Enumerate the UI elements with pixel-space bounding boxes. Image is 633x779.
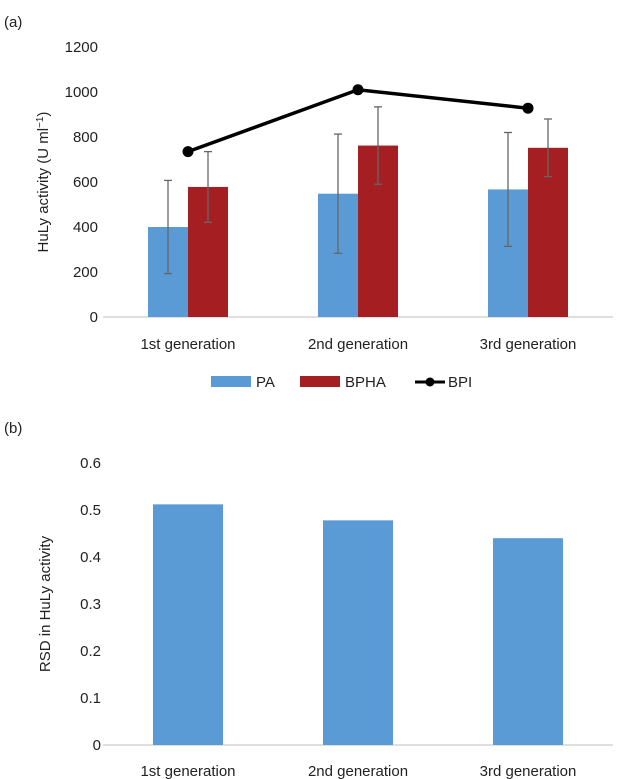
panel-a-y-ticks: 0 200 400 600 800 1000 1200 [65,39,98,326]
panel-a-error-bars [164,106,552,275]
panel-b-chart: (b) 0 0.1 0.2 0.3 0.4 0.5 0.6 RSD in HuLy acti… [4,420,613,779]
panel-a-y-tick-label: 400 [73,219,98,236]
panel-b-y-tick-label: 0.3 [80,596,101,613]
panel-b-x-tick-label: 2nd generation [308,763,408,779]
panel-a-y-tick-label: 0 [90,309,98,326]
legend-label-bpha: BPHA [345,374,386,391]
panel-b-bar-3 [493,538,563,745]
panel-a-y-tick-label: 1200 [65,39,98,56]
legend-swatch-bpha [300,376,340,387]
panel-a-chart: (a) 0 200 400 600 800 1000 1200 HuLy activity … [4,14,613,391]
panel-b-y-tick-label: 0.2 [80,643,101,660]
panel-a-y-tick-label: 800 [73,129,98,146]
panel-b-y-tick-label: 0.5 [80,502,101,519]
panel-a-y-axis-title-end: ) [35,112,52,117]
panel-a-bpi-point [352,84,364,96]
panel-b-y-tick-label: 0.1 [80,690,101,707]
panel-a-bpi-point [182,146,194,158]
panel-b-label: (b) [4,420,22,437]
panel-a-y-axis-title-main: HuLy activity (U ml [35,128,52,252]
panel-a-y-tick-label: 200 [73,264,98,281]
panel-b-bars [153,504,563,745]
panel-a-bpi-series-line [187,87,529,154]
panel-a-x-tick-label: 1st generation [140,336,235,353]
legend-swatch-bpi-marker [425,377,435,387]
panel-a-y-tick-label: 600 [73,174,98,191]
panel-b-y-tick-label: 0.6 [80,455,101,472]
panel-b-x-ticks: 1st generation 2nd generation 3rd generati… [140,763,576,779]
panel-b-bar-1 [153,504,223,745]
panel-b-x-tick-label: 1st generation [140,763,235,779]
panel-b-y-tick-label: 0 [93,737,101,754]
panel-a-y-axis-title: HuLy activity (U ml−1) [35,112,53,253]
panel-a-label: (a) [4,14,22,31]
panel-b-y-tick-label: 0.4 [80,549,101,566]
legend-label-pa: PA [256,374,275,391]
panel-a-bpi-line [182,84,534,158]
panel-a-x-ticks: 1st generation 2nd generation 3rd generati… [140,336,576,353]
legend-label-bpi: BPI [448,374,472,391]
panel-a-x-tick-label: 3rd generation [480,336,577,353]
panel-a-y-tick-label: 1000 [65,84,98,101]
legend-swatch-pa [211,376,251,387]
panel-a-bars [148,145,568,317]
panel-b-x-tick-label: 3rd generation [480,763,577,779]
panel-a-bpi-point [522,102,534,114]
panel-b-bar-2 [323,520,393,745]
panel-b-y-axis-title: RSD in HuLy activity [37,535,54,672]
panel-a-y-axis-title-sup: −1 [35,116,46,128]
panel-a-x-tick-label: 2nd generation [308,336,408,353]
panel-b-y-ticks: 0 0.1 0.2 0.3 0.4 0.5 0.6 [80,455,101,754]
panel-a-legend: PA BPHA BPI [211,374,472,391]
